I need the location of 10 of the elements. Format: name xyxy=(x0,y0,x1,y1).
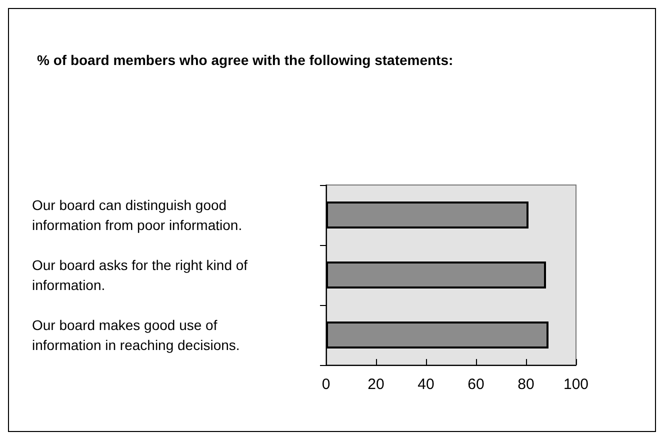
x-tick-label: 0 xyxy=(322,376,330,393)
chart-title: % of board members who agree with the following statements: xyxy=(37,52,454,68)
x-tick-label: 80 xyxy=(518,376,534,393)
x-tick-label: 100 xyxy=(563,376,589,393)
x-tick-label: 20 xyxy=(368,376,384,393)
y-tick-label: Our board makes good use of information in reaching decisions. xyxy=(32,317,240,353)
y-tick-label: Our board asks for the right kind of information. xyxy=(32,257,252,293)
y-tick-label: Our board can distinguish good information from poor information. xyxy=(32,197,242,233)
x-tick-label: 40 xyxy=(418,376,434,393)
x-tick-label: 60 xyxy=(468,376,484,393)
